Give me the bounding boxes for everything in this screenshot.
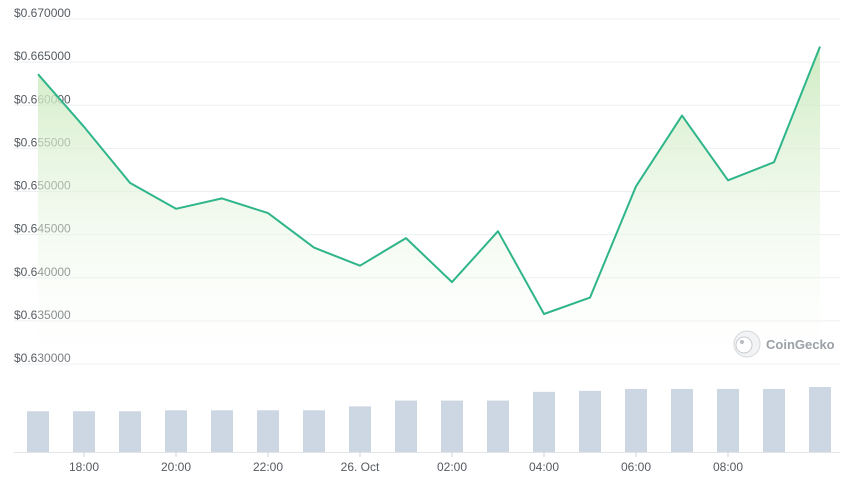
y-tick-label: $0.670000 <box>14 6 71 20</box>
price-area-fill <box>38 46 820 364</box>
coingecko-watermark: CoinGecko <box>733 330 835 358</box>
x-tick-label: 04:00 <box>529 460 559 474</box>
volume-bar <box>211 410 233 452</box>
y-tick-label: $0.665000 <box>14 49 71 63</box>
volume-bar <box>809 387 831 452</box>
x-axis-ticks: 18:00 20:00 22:00 26. Oct 02:00 04:00 06:00 08:… <box>69 452 743 474</box>
x-tick-label: 22:00 <box>253 460 283 474</box>
volume-bar <box>487 400 509 452</box>
volume-bar <box>257 410 279 452</box>
volume-bar <box>349 406 371 452</box>
x-tick-label: 06:00 <box>621 460 651 474</box>
volume-bar <box>27 411 49 452</box>
x-tick-label: 02:00 <box>437 460 467 474</box>
volume-bar <box>625 388 647 452</box>
volume-bar <box>119 411 141 452</box>
brand-name: CoinGecko <box>766 337 835 352</box>
price-line <box>37 46 821 315</box>
volume-bar <box>763 388 785 452</box>
gecko-logo-icon <box>733 330 761 358</box>
volume-bar <box>671 388 693 452</box>
volume-bar <box>395 400 417 452</box>
volume-bar <box>441 400 463 452</box>
volume-bars <box>14 387 840 453</box>
x-tick-label: 20:00 <box>161 460 191 474</box>
volume-bar <box>73 411 95 452</box>
volume-bar <box>533 391 555 452</box>
x-tick-label: 18:00 <box>69 460 99 474</box>
volume-bar <box>165 410 187 452</box>
x-tick-label: 26. Oct <box>341 460 380 474</box>
volume-bar <box>579 390 601 452</box>
volume-bar <box>303 410 325 452</box>
volume-bar <box>717 388 739 452</box>
x-tick-label: 08:00 <box>713 460 743 474</box>
